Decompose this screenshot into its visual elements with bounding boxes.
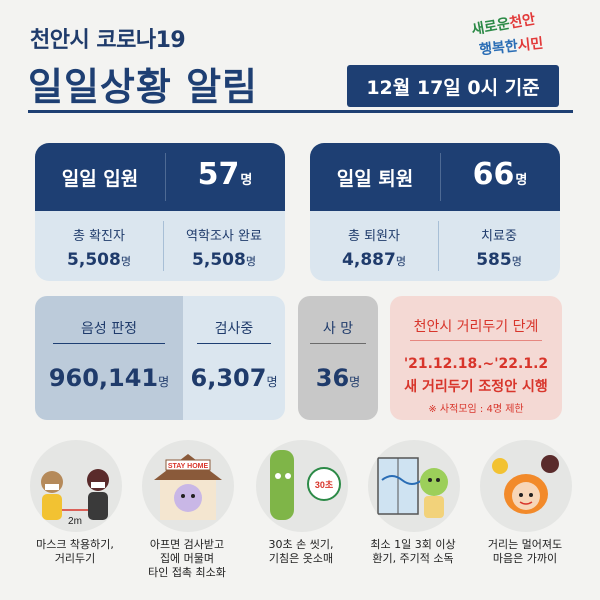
admission-value: 57 [197,157,240,192]
distancing-period: '21.12.18.~'22.1.2 [403,356,549,372]
divider [197,343,271,344]
deaths-label: 사 망 [322,321,354,337]
prevention-tips: 2m 마스크 착용하기, 거리두기 STAY HOME 아프면 검사받고 집에 … [25,440,575,590]
slogan-text: 행복한 [478,38,519,59]
admission-value-wrap: 57 명 [165,143,285,211]
divider [53,343,165,344]
tip-mask-caption: 마스크 착용하기, 거리두기 [36,538,114,565]
mask-distance-illustration: 2m [30,440,122,532]
testing-panel: 검사중 6,307명 [183,296,285,420]
admission-unit: 명 [240,173,253,188]
in-treatment-label: 치료중 [481,229,517,244]
testing-value: 6,307 [190,364,267,392]
total-discharged-label: 총 퇴원자 [348,229,400,244]
page-title: 일일상황 알림 [28,65,258,109]
divider [310,343,366,344]
slogan-text: 새로운 [470,15,512,39]
epi-investigation-value: 5,508 [192,250,246,270]
stay-home-illustration: STAY HOME [142,440,234,532]
total-confirmed: 총 확진자 5,508명 [35,211,163,281]
total-discharged: 총 퇴원자 4,887명 [310,211,438,281]
total-confirmed-value: 5,508 [67,250,121,270]
total-confirmed-label: 총 확진자 [73,229,125,244]
divider [410,340,542,341]
negative-test-panel: 음성 판정 960,141명 [35,296,183,420]
discharge-card: 일일 퇴원 66 명 총 퇴원자 4,887명 치료중 585명 [310,143,560,281]
tip-heart-caption: 거리는 멀어져도 마음은 가까이 [487,538,563,565]
testing-label: 검사중 [214,321,254,337]
negative-test-value: 960,141 [48,364,159,392]
handwash-illustration: 30초 [256,440,348,532]
slogan-text: 천안 [508,11,537,32]
unit: 명 [349,375,361,389]
distancing-panel: 천안시 거리두기 단계 '21.12.18.~'22.1.2 새 거리두기 조정… [390,296,562,420]
tip-stay-home-caption: 아프면 검사받고 집에 머물며 타인 접촉 최소화 [148,538,226,579]
discharge-value: 66 [472,157,515,192]
deaths-panel: 사 망 36명 [298,296,378,420]
tip-ventilate-caption: 최소 1일 3회 이상 환기, 주기적 소독 [370,538,456,565]
ventilation-illustration [368,440,460,532]
unit: 명 [120,255,131,268]
epi-investigation-done: 역학조사 완료 5,508명 [163,211,285,281]
unit: 명 [511,255,522,268]
stay-home-sign: STAY HOME [168,463,209,470]
distance-heart-illustration [480,440,572,532]
negative-test-label: 음성 판정 [81,321,137,337]
header: 천안시 코로나19 일일상황 알림 12월 17일 0시 기준 새로운천안 행복… [0,0,600,130]
admission-card: 일일 입원 57 명 총 확진자 5,508명 역학조사 완료 5,508명 [35,143,285,281]
deaths-value: 36 [315,364,350,392]
in-treatment: 치료중 585명 [438,211,560,281]
tip-ventilate: 최소 1일 3회 이상 환기, 주기적 소독 [363,440,463,590]
header-divider [28,110,573,113]
distancing-note: ※ 사적모임 : 4명 제한 [428,404,524,415]
tip-stay-home: STAY HOME 아프면 검사받고 집에 머물며 타인 접촉 최소화 [137,440,237,590]
discharge-unit: 명 [515,173,528,188]
slogan-text: 시민 [516,35,545,55]
epi-investigation-label: 역학조사 완료 [186,229,262,244]
in-treatment-value: 585 [476,250,512,270]
city-slogan-logo: 새로운천안 행복한시민 [465,11,575,59]
date-badge: 12월 17일 0시 기준 [347,65,559,107]
thirty-seconds-badge: 30초 [315,480,334,490]
tip-handwash: 30초 30초 손 씻기, 기침은 옷소매 [251,440,351,590]
tip-heart: 거리는 멀어져도 마음은 가까이 [475,440,575,590]
total-discharged-value: 4,887 [342,250,396,270]
discharge-value-wrap: 66 명 [440,143,560,211]
tip-mask: 2m 마스크 착용하기, 거리두기 [25,440,125,590]
distancing-message: 새 거리두기 조정안 시행 [404,379,548,395]
unit: 명 [245,255,256,268]
header-subtitle: 천안시 코로나19 [30,28,186,53]
distancing-title: 천안시 거리두기 단계 [413,319,539,335]
tip-handwash-caption: 30초 손 씻기, 기침은 옷소매 [268,538,334,565]
unit: 명 [158,375,170,389]
unit: 명 [266,375,278,389]
discharge-label: 일일 퇴원 [336,167,414,190]
distance-badge: 2m [68,516,82,527]
unit: 명 [395,255,406,268]
admission-label: 일일 입원 [61,167,139,190]
